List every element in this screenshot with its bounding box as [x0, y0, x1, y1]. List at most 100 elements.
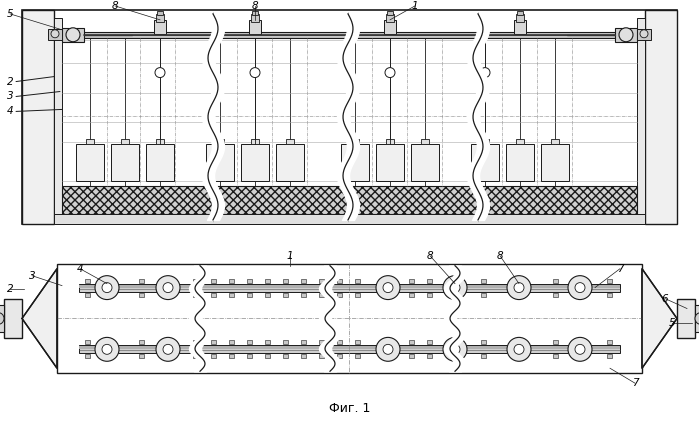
Bar	[251, 14, 259, 22]
Bar	[355, 354, 360, 358]
Circle shape	[450, 283, 460, 292]
Bar	[247, 354, 252, 358]
Circle shape	[156, 276, 180, 300]
Text: 4: 4	[7, 106, 13, 116]
Bar	[62, 32, 637, 38]
Text: 1: 1	[287, 251, 294, 261]
Bar	[319, 341, 324, 344]
Bar	[211, 354, 216, 358]
Circle shape	[66, 28, 80, 42]
Text: 6: 6	[662, 294, 668, 303]
Bar	[409, 279, 414, 283]
Text: 5: 5	[669, 319, 675, 328]
Circle shape	[95, 276, 119, 300]
Bar	[85, 341, 90, 344]
Bar	[48, 29, 62, 40]
Bar	[481, 341, 486, 344]
Bar	[146, 144, 174, 181]
Bar	[265, 354, 270, 358]
Text: 7: 7	[632, 378, 638, 388]
Bar	[553, 341, 558, 344]
Circle shape	[385, 68, 395, 78]
Circle shape	[450, 344, 460, 354]
Circle shape	[163, 344, 173, 354]
Bar	[193, 341, 198, 344]
Circle shape	[156, 337, 180, 361]
Bar	[79, 346, 620, 349]
Bar	[157, 11, 163, 15]
Bar	[57, 264, 642, 373]
Bar	[481, 279, 486, 283]
Bar	[517, 11, 523, 15]
Bar	[301, 292, 306, 297]
Bar	[637, 29, 651, 40]
Circle shape	[443, 276, 467, 300]
Bar	[386, 139, 394, 144]
Circle shape	[163, 283, 173, 292]
Bar	[637, 18, 645, 216]
Bar	[22, 10, 54, 224]
Bar	[154, 20, 166, 34]
Circle shape	[51, 30, 59, 38]
Bar	[355, 341, 360, 344]
Bar	[341, 144, 369, 181]
Bar	[156, 14, 164, 22]
Bar	[481, 139, 489, 144]
Bar	[156, 139, 164, 144]
Text: 3: 3	[7, 92, 13, 101]
Bar	[319, 292, 324, 297]
Bar	[427, 279, 432, 283]
Bar	[645, 10, 677, 224]
Bar	[139, 292, 144, 297]
Bar	[409, 292, 414, 297]
Bar	[337, 341, 342, 344]
Bar	[427, 354, 432, 358]
Bar	[22, 10, 677, 224]
Bar	[301, 279, 306, 283]
Bar	[265, 292, 270, 297]
Bar	[193, 292, 198, 297]
Bar	[516, 139, 524, 144]
Bar	[286, 139, 294, 144]
Bar	[139, 354, 144, 358]
Bar	[283, 292, 288, 297]
Circle shape	[0, 313, 4, 325]
Circle shape	[619, 28, 633, 42]
Bar	[677, 298, 695, 338]
Bar	[351, 139, 359, 144]
Text: 3: 3	[29, 271, 36, 281]
Bar	[337, 354, 342, 358]
Circle shape	[383, 344, 393, 354]
Bar	[427, 292, 432, 297]
Bar	[121, 139, 129, 144]
Bar	[247, 292, 252, 297]
Text: 5: 5	[7, 9, 13, 19]
Bar	[193, 354, 198, 358]
Bar	[86, 139, 94, 144]
Bar	[4, 298, 22, 338]
Bar	[139, 341, 144, 344]
Bar	[229, 292, 234, 297]
Bar	[376, 144, 404, 181]
Bar	[481, 354, 486, 358]
Circle shape	[95, 337, 119, 361]
Bar	[551, 139, 559, 144]
Bar	[85, 354, 90, 358]
Text: 4: 4	[77, 264, 83, 274]
Bar	[276, 144, 304, 181]
Circle shape	[514, 283, 524, 292]
Bar	[319, 279, 324, 283]
Bar	[409, 354, 414, 358]
Circle shape	[155, 68, 165, 78]
Circle shape	[250, 68, 260, 78]
Bar	[384, 20, 396, 34]
Bar	[54, 18, 62, 216]
Bar	[247, 279, 252, 283]
Bar	[386, 14, 394, 22]
Bar	[355, 279, 360, 283]
Bar	[516, 14, 524, 22]
Bar	[211, 279, 216, 283]
Bar	[411, 144, 439, 181]
Bar	[355, 292, 360, 297]
Circle shape	[514, 344, 524, 354]
